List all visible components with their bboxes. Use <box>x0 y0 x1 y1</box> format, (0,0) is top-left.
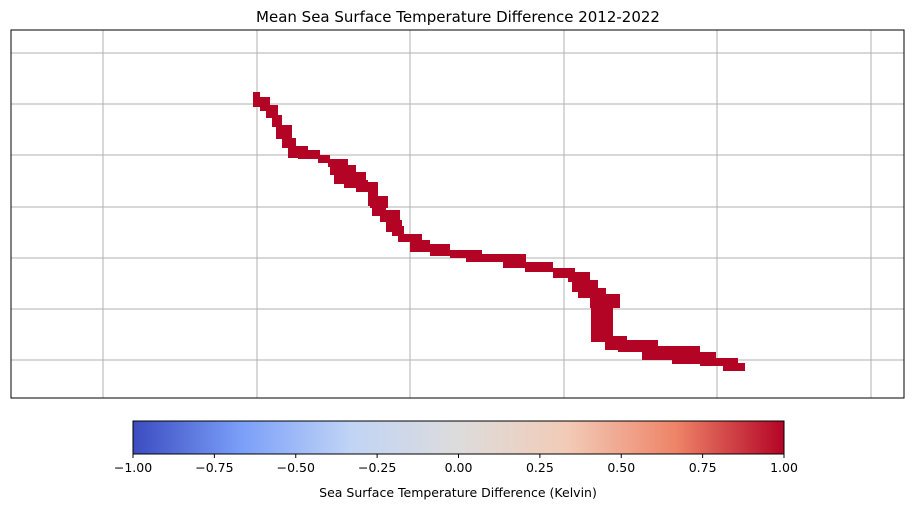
colorbar-tick-label: −0.25 <box>358 460 396 475</box>
colorbar-tick-label: −0.75 <box>195 460 233 475</box>
band-cell <box>260 97 270 105</box>
band-cell <box>276 125 292 139</box>
band-cell <box>282 138 296 148</box>
band-cell <box>430 244 450 256</box>
colorbar-tick-label: −1.00 <box>114 460 152 475</box>
colorbar-tick-label: 0.50 <box>607 460 635 475</box>
band-cell <box>253 92 260 107</box>
band-cell <box>466 254 526 262</box>
colorbar-tick-label: 0.00 <box>445 460 473 475</box>
map-frame <box>10 29 905 399</box>
band-cell <box>503 258 525 268</box>
colorbar-tick-label: 0.25 <box>526 460 554 475</box>
colorbar-ticks: −1.00 −0.75 −0.50 −0.25 0.00 0.25 0.50 0.75 1.00 <box>114 454 798 475</box>
band-cell <box>553 268 575 278</box>
band-cell <box>318 155 330 163</box>
band-cell <box>398 234 422 242</box>
band-cell <box>260 105 278 111</box>
chart-title: Mean Sea Surface Temperature Difference … <box>256 8 660 26</box>
band-cell <box>525 262 553 272</box>
band-cell <box>578 288 606 298</box>
map-background <box>11 30 904 398</box>
band-cell <box>356 182 378 192</box>
map-panel <box>10 29 905 399</box>
band-cell <box>590 294 620 308</box>
band-cell <box>330 165 356 175</box>
colorbar-tick-label: −0.50 <box>277 460 315 475</box>
band-cell <box>298 150 320 159</box>
band-cell <box>568 272 590 282</box>
band-cell <box>392 226 404 236</box>
colorbar: −1.00 −0.75 −0.50 −0.25 0.00 0.25 0.50 0.75 1.00… <box>114 420 798 500</box>
band-cell <box>328 159 348 167</box>
band-cell <box>700 358 738 366</box>
band-cell <box>266 110 278 118</box>
band-cell <box>410 240 430 252</box>
sst-difference-band <box>253 92 745 371</box>
map-grid <box>11 30 904 398</box>
colorbar-tick-label: 0.75 <box>689 460 717 475</box>
colorbar-tick-label: 1.00 <box>770 460 798 475</box>
band-cell <box>272 115 282 127</box>
colorbar-label: Sea Surface Temperature Difference (Kelv… <box>319 485 597 500</box>
band-cell <box>723 363 745 371</box>
colorbar-fill <box>133 421 784 454</box>
band-cell <box>591 308 613 342</box>
band-cell <box>380 210 400 222</box>
